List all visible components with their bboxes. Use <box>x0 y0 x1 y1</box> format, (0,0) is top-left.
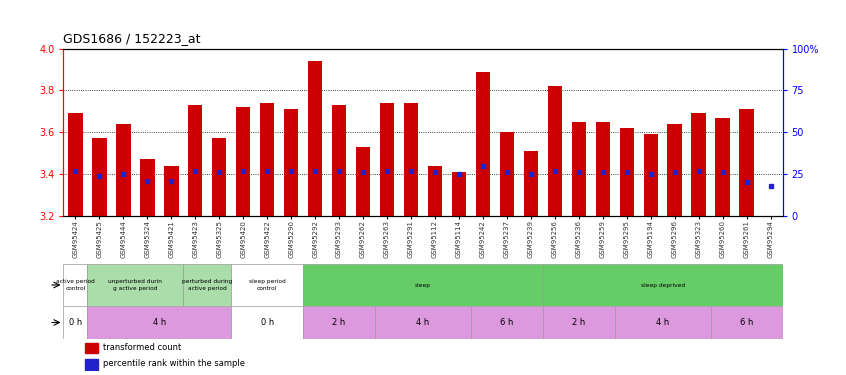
Bar <box>332 105 346 216</box>
Bar <box>716 118 730 216</box>
Text: 4 h: 4 h <box>656 318 669 327</box>
Bar <box>644 134 658 216</box>
Text: sleep period
control: sleep period control <box>249 279 286 291</box>
Bar <box>471 306 543 339</box>
Bar <box>87 306 231 339</box>
Bar <box>547 86 562 216</box>
Bar <box>524 151 538 216</box>
Bar <box>284 109 299 216</box>
Bar <box>380 103 394 216</box>
Text: sleep: sleep <box>415 282 431 288</box>
Text: perturbed during
active period: perturbed during active period <box>182 279 233 291</box>
Bar <box>85 359 98 370</box>
Bar <box>596 122 610 216</box>
Bar <box>619 128 634 216</box>
Text: 0 h: 0 h <box>261 318 274 327</box>
Bar <box>615 306 711 339</box>
Bar <box>500 132 514 216</box>
Bar <box>404 103 418 216</box>
Bar <box>212 138 227 216</box>
Bar <box>184 264 231 306</box>
Bar <box>711 306 783 339</box>
Text: GDS1686 / 152223_at: GDS1686 / 152223_at <box>63 32 201 45</box>
Bar <box>236 107 250 216</box>
Bar <box>543 306 615 339</box>
Bar <box>63 306 87 339</box>
Text: sleep deprived: sleep deprived <box>640 282 684 288</box>
Bar <box>188 105 202 216</box>
Bar <box>543 264 783 306</box>
Bar <box>69 113 83 216</box>
Bar <box>308 61 322 216</box>
Text: unperturbed durin
g active period: unperturbed durin g active period <box>108 279 162 291</box>
Bar <box>303 264 543 306</box>
Text: percentile rank within the sample: percentile rank within the sample <box>103 359 245 368</box>
Text: 4 h: 4 h <box>416 318 430 327</box>
Bar <box>428 166 442 216</box>
Bar <box>231 264 303 306</box>
Bar <box>356 147 371 216</box>
Text: 6 h: 6 h <box>740 318 753 327</box>
Bar <box>691 113 706 216</box>
Bar <box>116 124 130 216</box>
Bar <box>375 306 471 339</box>
Bar <box>164 166 179 216</box>
Bar <box>739 109 754 216</box>
Bar <box>303 306 375 339</box>
Text: 2 h: 2 h <box>332 318 346 327</box>
Text: 2 h: 2 h <box>572 318 585 327</box>
Bar <box>667 124 682 216</box>
Bar <box>92 138 107 216</box>
Text: 4 h: 4 h <box>153 318 166 327</box>
Bar <box>452 172 466 216</box>
Text: 6 h: 6 h <box>500 318 514 327</box>
Bar <box>140 159 155 216</box>
Bar <box>572 122 586 216</box>
Bar <box>231 306 303 339</box>
Text: active period
control: active period control <box>56 279 95 291</box>
Text: transformed count: transformed count <box>103 343 181 352</box>
Bar <box>260 103 274 216</box>
Bar <box>475 72 490 216</box>
Bar <box>85 343 98 353</box>
Bar <box>63 264 87 306</box>
Text: 0 h: 0 h <box>69 318 82 327</box>
Bar <box>87 264 184 306</box>
